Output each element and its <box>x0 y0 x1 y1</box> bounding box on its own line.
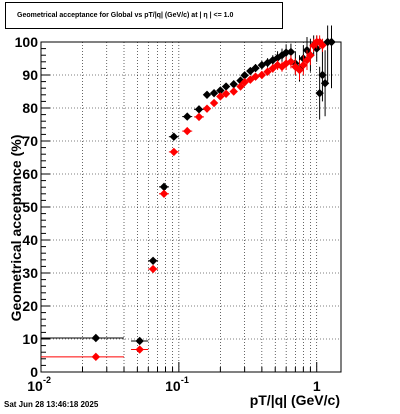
data-point <box>216 86 225 95</box>
data-point <box>135 345 144 354</box>
y-tick-label: 20 <box>22 298 38 314</box>
y-tick-label: 0 <box>30 364 38 380</box>
y-tick-label: 70 <box>22 133 38 149</box>
y-tick-label: 80 <box>22 100 38 116</box>
data-point <box>251 63 260 73</box>
data-point <box>194 112 204 122</box>
x-tick-exponent: -1 <box>181 375 189 385</box>
data-point <box>91 333 101 343</box>
y-tick-label: 100 <box>15 34 39 50</box>
data-point <box>229 80 238 89</box>
data-point <box>240 71 249 80</box>
data-point <box>209 98 219 108</box>
x-axis-ticks: 10 -2 10 -1 1 <box>27 362 321 394</box>
y-tick-label: 40 <box>22 232 38 248</box>
y-tick-label: 90 <box>22 67 38 83</box>
x-tick-base: 10 <box>165 378 181 394</box>
data-point <box>209 88 219 98</box>
data-point <box>318 70 327 80</box>
data-point <box>273 60 282 70</box>
y-axis-ticks: 0 10 20 30 40 50 60 70 80 90 100 <box>15 34 50 380</box>
series-red <box>41 35 327 362</box>
data-point <box>236 76 245 85</box>
data-point <box>306 51 315 60</box>
data-point <box>91 352 101 362</box>
data-point <box>183 112 192 121</box>
y-tick-label: 10 <box>22 331 38 347</box>
data-point <box>295 65 304 75</box>
grid-layer <box>40 41 341 373</box>
chart-title: Geometrical acceptance for Global vs pT/… <box>17 12 234 19</box>
x-tick-base: 10 <box>27 378 43 394</box>
x-axis-label: pT/|q| (GeV/c) <box>250 392 340 408</box>
data-point <box>277 51 287 60</box>
data-point <box>169 132 179 141</box>
chart-title-box: Geometrical acceptance for Global vs pT/… <box>5 2 283 29</box>
data-point <box>183 126 192 136</box>
data-point <box>221 82 231 91</box>
data-point <box>202 90 212 99</box>
data-point <box>263 67 272 76</box>
data-point <box>135 336 144 346</box>
data-point <box>286 57 296 66</box>
data-point <box>315 88 324 98</box>
data-point <box>236 82 245 91</box>
data-point <box>194 105 204 114</box>
y-tick-label: 50 <box>22 199 38 215</box>
y-axis-label: Geometrical acceptance (%) <box>8 135 24 322</box>
data-series <box>41 25 336 362</box>
x-tick-label: 10 -2 <box>27 375 51 394</box>
data-point <box>159 182 169 192</box>
data-point <box>257 70 267 80</box>
data-point <box>302 55 312 65</box>
x-tick-label: 1 <box>313 378 321 394</box>
data-point <box>273 53 282 63</box>
data-point <box>268 55 277 65</box>
data-point <box>159 189 169 198</box>
data-point <box>169 147 179 157</box>
x-tick-exponent: -2 <box>43 375 51 385</box>
data-point <box>148 256 158 265</box>
data-point <box>318 41 327 50</box>
data-point <box>148 264 158 274</box>
y-tick-label: 60 <box>22 166 38 182</box>
x-tick-label: 10 -1 <box>165 375 189 394</box>
data-point <box>251 72 260 81</box>
series-black <box>41 25 336 346</box>
x-tick-text: 1 <box>313 378 321 394</box>
data-point <box>229 87 238 96</box>
data-point <box>327 37 336 47</box>
data-point <box>268 64 277 73</box>
data-point <box>286 47 296 57</box>
y-tick-label: 30 <box>22 265 38 281</box>
data-point <box>221 89 231 99</box>
timestamp: Sat Jun 28 13:46:18 2025 <box>4 400 99 409</box>
data-point <box>299 60 308 70</box>
data-point <box>202 104 212 113</box>
